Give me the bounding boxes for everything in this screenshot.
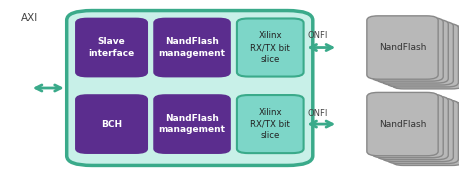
FancyBboxPatch shape [236, 95, 303, 153]
FancyBboxPatch shape [376, 20, 448, 83]
Text: BCH: BCH [101, 120, 122, 129]
Text: Slave
interface: Slave interface [88, 37, 134, 58]
Text: NandFlash
management: NandFlash management [158, 37, 225, 58]
FancyBboxPatch shape [366, 16, 437, 79]
FancyBboxPatch shape [154, 95, 230, 153]
Text: ONFI: ONFI [307, 31, 327, 40]
Text: Xilinx
RX/TX bit
slice: Xilinx RX/TX bit slice [250, 108, 290, 140]
FancyBboxPatch shape [386, 24, 458, 87]
FancyBboxPatch shape [381, 22, 453, 85]
Text: Xilinx
RX/TX bit
slice: Xilinx RX/TX bit slice [250, 31, 290, 64]
FancyBboxPatch shape [371, 94, 442, 158]
Text: NandFlash: NandFlash [378, 43, 425, 52]
Text: NandFlash: NandFlash [378, 120, 425, 129]
FancyBboxPatch shape [381, 98, 453, 162]
FancyBboxPatch shape [154, 18, 230, 77]
FancyBboxPatch shape [76, 95, 147, 153]
FancyBboxPatch shape [67, 11, 312, 165]
FancyBboxPatch shape [371, 18, 442, 81]
FancyBboxPatch shape [236, 18, 303, 77]
Text: ONFI: ONFI [307, 109, 327, 118]
FancyBboxPatch shape [392, 26, 459, 89]
FancyBboxPatch shape [76, 18, 147, 77]
FancyBboxPatch shape [386, 100, 458, 164]
FancyBboxPatch shape [376, 96, 448, 160]
Text: AXI: AXI [21, 13, 38, 23]
Text: NandFlash
management: NandFlash management [158, 114, 225, 134]
FancyBboxPatch shape [392, 102, 459, 165]
FancyBboxPatch shape [366, 92, 437, 156]
